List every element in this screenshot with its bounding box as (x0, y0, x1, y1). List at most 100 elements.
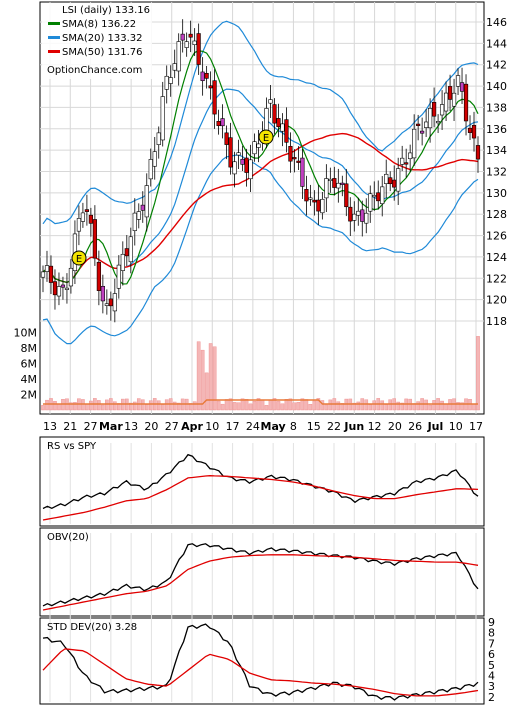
x-tick-label: 17 (226, 420, 240, 433)
volume-bar (128, 402, 133, 411)
candle-body (120, 253, 125, 271)
volume-bar (284, 399, 289, 411)
y-tick-label: 126 (486, 230, 507, 243)
candle-body (459, 82, 465, 92)
candle-body (160, 96, 165, 141)
volume-bar (280, 403, 285, 411)
candle-body (236, 152, 241, 156)
stddev-tick-label: 5 (488, 659, 495, 672)
volume-bar (252, 401, 257, 411)
rs-panel-frame (39, 436, 485, 527)
x-tick-label: 20 (388, 420, 402, 433)
candle-body (232, 161, 237, 175)
candle-body (56, 286, 62, 297)
volume-bar (292, 402, 297, 411)
volume-bar (388, 399, 393, 411)
x-tick-label: Apr (181, 420, 203, 433)
x-tick-label: 17 (469, 420, 483, 433)
volume-bar (89, 400, 93, 411)
candle-body (212, 80, 217, 115)
volume-bar (288, 398, 293, 411)
candle-body (80, 212, 86, 222)
volume-bar (85, 403, 89, 411)
x-tick-label: 15 (307, 420, 321, 433)
candle-body (208, 85, 213, 89)
x-tick-label: 13 (43, 420, 57, 433)
sma50-line (42, 132, 479, 284)
obv-legend: OBV(20) (47, 532, 89, 543)
volume-bar (356, 401, 361, 411)
y-tick-label: 142 (486, 59, 507, 72)
candle-body (172, 63, 177, 71)
volume-bar (260, 399, 265, 411)
y-tick-label: 118 (486, 315, 507, 328)
x-tick-label: 12 (368, 420, 382, 433)
volume-bar (448, 399, 452, 411)
x-tick-label: 27 (165, 420, 179, 433)
volume-bar (308, 404, 313, 411)
volume-bar (113, 401, 117, 411)
candle-body (356, 210, 361, 216)
y-tick-label: 128 (486, 208, 507, 221)
candle-body (168, 77, 173, 84)
y-tick-label: 144 (486, 37, 507, 50)
volume-bar (276, 401, 281, 411)
bollinger-upper (42, 20, 479, 225)
volume-bar (320, 400, 325, 411)
x-tick-label: Mar (99, 420, 123, 433)
volume-bar (208, 343, 213, 411)
candle-body (60, 284, 66, 288)
volume-bar (156, 400, 161, 411)
volume-bar (428, 404, 432, 411)
candle-body (312, 199, 317, 203)
candle-body (412, 128, 417, 159)
volume-bar (476, 336, 480, 411)
volume-bar (148, 400, 153, 411)
volume-bar (57, 403, 61, 411)
y-tick-label: 136 (486, 123, 507, 136)
candle-body (340, 182, 345, 185)
obv-line (42, 543, 479, 607)
candle-body (128, 236, 133, 263)
y-tick-label: 138 (486, 101, 507, 114)
candle-body (439, 104, 445, 116)
candle-body (388, 177, 393, 185)
x-tick-label: 10 (449, 420, 463, 433)
candle-body (48, 265, 54, 283)
volume-bar (176, 402, 181, 411)
candle-body (136, 211, 141, 220)
candle-body (344, 183, 349, 208)
volume-bar (200, 349, 205, 411)
price-legend: LSI (daily) 133.16 SMA(8) 136.22 SMA(20)… (42, 3, 152, 79)
candle-body (296, 160, 301, 163)
candle-body (467, 127, 473, 133)
candle-body (176, 41, 181, 72)
stddev-tick-label: 6 (488, 648, 495, 661)
volume-tick-label: 4M (21, 373, 38, 386)
candle-body (372, 195, 377, 198)
candle-body (116, 264, 121, 289)
candle-body (420, 130, 425, 134)
volume-bar (132, 401, 137, 411)
candle-body (396, 168, 401, 192)
volume-bar (440, 400, 444, 411)
volume-tick-label: 10M (14, 327, 38, 340)
x-tick-label: 13 (124, 420, 138, 433)
volume-bar (45, 399, 49, 411)
stddev-tick-label: 8 (488, 627, 495, 640)
volume-tick-label: 2M (21, 389, 38, 402)
volume-bar (224, 399, 229, 411)
candle-body (220, 118, 225, 127)
candle-body (463, 83, 469, 122)
volume-bars (41, 336, 480, 411)
bollinger-lower (42, 154, 479, 345)
x-tick-label: 27 (84, 420, 98, 433)
volume-tick-label: 6M (21, 358, 38, 371)
volume-bar (212, 346, 217, 411)
candle-body (164, 75, 169, 90)
volume-bar (372, 400, 377, 411)
legend-swatch-sma50 (48, 50, 60, 53)
volume-bar (264, 405, 269, 411)
x-tick-label: 10 (205, 420, 219, 433)
